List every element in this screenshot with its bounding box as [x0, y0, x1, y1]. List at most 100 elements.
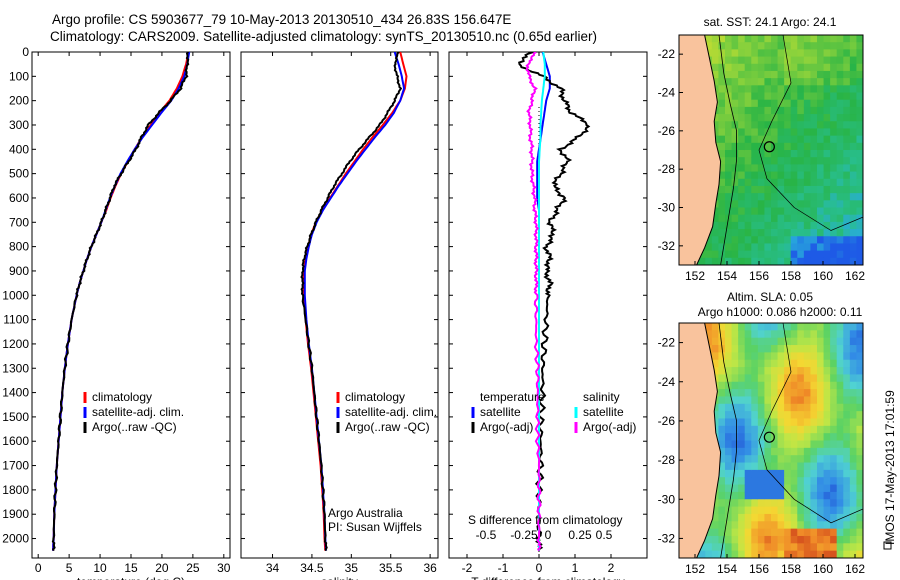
heatmap-cell: [764, 193, 772, 201]
heatmap-cell: [836, 78, 844, 86]
heatmap-cell: [830, 455, 838, 464]
heatmap-cell: [738, 49, 746, 58]
heatmap-cell: [777, 157, 785, 165]
heatmap-cell: [764, 403, 772, 412]
heatmap-cell: [777, 418, 785, 427]
heatmap-cell: [797, 521, 805, 530]
heatmap-cell: [744, 469, 752, 478]
heatmap-cell: [738, 150, 746, 158]
heatmap-cell: [738, 207, 746, 216]
heatmap-cell: [751, 440, 759, 449]
heatmap-cell: [757, 506, 766, 515]
heatmap-cell: [810, 63, 818, 72]
heatmap-cell: [790, 250, 798, 259]
heatmap-cell: [803, 433, 812, 442]
heatmap-cell: [803, 121, 812, 130]
heatmap-cell: [803, 185, 812, 194]
heatmap-cell: [784, 484, 792, 493]
x-tick-label: 160: [813, 269, 833, 283]
heatmap-cell: [698, 257, 706, 265]
heatmap-cell: [725, 42, 733, 50]
heatmap-cell: [731, 491, 739, 500]
heatmap-cell: [817, 506, 825, 515]
heatmap-cell: [849, 193, 858, 201]
heatmap-cell: [751, 418, 759, 427]
heatmap-cell: [751, 193, 759, 201]
heatmap-cell: [830, 250, 838, 259]
heatmap-cell: [790, 484, 798, 493]
heatmap-cell: [836, 135, 844, 144]
heatmap-cell: [790, 403, 798, 412]
heatmap-cell: [751, 389, 759, 398]
heatmap-cell: [836, 35, 844, 43]
heatmap-cell: [725, 150, 733, 158]
heatmap-cell: [718, 506, 726, 515]
heatmap-cell: [803, 550, 812, 558]
heatmap-cell: [849, 455, 858, 464]
heatmap-cell: [784, 396, 792, 405]
heatmap-cell: [803, 164, 812, 173]
heatmap-cell: [803, 221, 812, 230]
heatmap-cell: [738, 193, 746, 201]
heatmap-cell: [777, 243, 785, 252]
heatmap-cell: [725, 106, 733, 115]
heatmap-cell: [810, 171, 818, 180]
heatmap-cell: [777, 63, 785, 72]
heatmap-cell: [836, 42, 844, 50]
heatmap-cell: [725, 513, 733, 522]
y-tick-label: 1300: [2, 361, 29, 375]
heatmap-cell: [725, 257, 733, 265]
heatmap-cell: [856, 440, 863, 449]
heatmap-cell: [823, 506, 831, 515]
heatmap-cell: [751, 185, 759, 194]
heatmap-cell: [711, 499, 720, 508]
heatmap-cell: [849, 491, 858, 500]
heatmap-cell: [744, 164, 752, 173]
heatmap-cell: [751, 178, 759, 187]
heatmap-cell: [738, 114, 746, 122]
heatmap-cell: [738, 229, 746, 237]
heatmap-cell: [790, 447, 798, 456]
heatmap-cell: [830, 374, 838, 383]
heatmap-cell: [777, 207, 785, 216]
heatmap-cell: [764, 250, 772, 259]
heatmap-cell: [744, 389, 752, 398]
heatmap-cell: [843, 535, 851, 544]
heatmap-cell: [797, 535, 805, 544]
heatmap-cell: [797, 257, 805, 265]
heatmap-cell: [856, 193, 863, 201]
heatmap-cell: [725, 418, 733, 427]
heatmap-cell: [705, 330, 713, 339]
heatmap-cell: [790, 157, 798, 165]
heatmap-cell: [757, 550, 766, 558]
heatmap-cell: [744, 330, 752, 339]
heatmap-cell: [718, 106, 726, 115]
heatmap-cell: [784, 49, 792, 58]
heatmap-cell: [790, 214, 798, 223]
heatmap-cell: [849, 513, 858, 522]
heatmap-cell: [830, 221, 838, 230]
heatmap-cell: [849, 85, 858, 94]
heatmap-cell: [738, 513, 746, 522]
heatmap-cell: [856, 157, 863, 165]
heatmap-cell: [817, 157, 825, 165]
heatmap-cell: [790, 396, 798, 405]
y-tick-label: -32: [658, 531, 676, 545]
heatmap-cell: [731, 92, 739, 101]
heatmap-cell: [777, 99, 785, 108]
heatmap-cell: [836, 106, 844, 115]
heatmap-cell: [817, 425, 825, 434]
heatmap-cell: [744, 157, 752, 165]
heatmap-cell: [856, 63, 863, 72]
heatmap-cell: [711, 367, 720, 375]
heatmap-cell: [797, 491, 805, 500]
y-tick-label: -32: [658, 239, 676, 253]
heatmap-cell: [849, 535, 858, 544]
heatmap-cell: [797, 236, 805, 245]
heatmap-cell: [751, 550, 759, 558]
heatmap-cell: [803, 128, 812, 137]
heatmap-cell: [777, 135, 785, 144]
heatmap-cell: [784, 389, 792, 398]
heatmap-cell: [803, 381, 812, 390]
heatmap-cell: [836, 157, 844, 165]
